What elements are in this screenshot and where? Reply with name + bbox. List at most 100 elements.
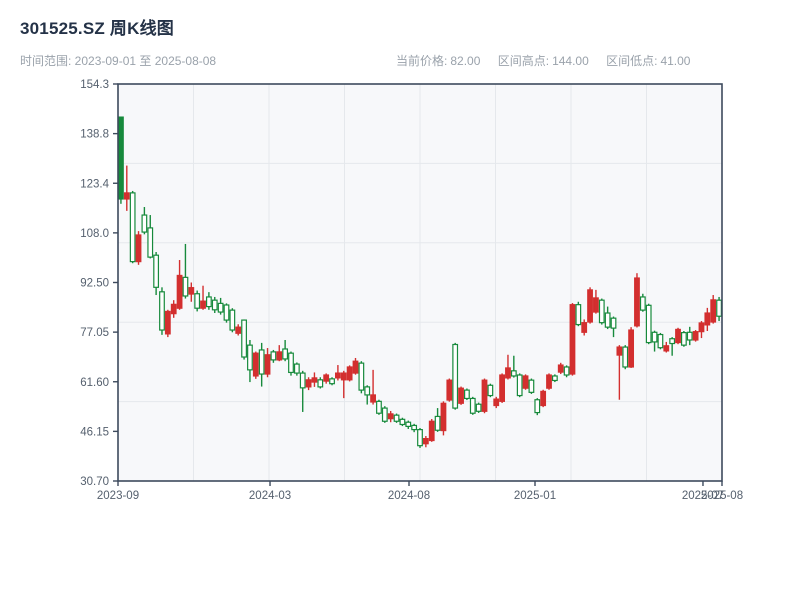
candle-body xyxy=(493,398,500,407)
date-range-label: 时间范围: 2023-09-01 至 2025-08-08 xyxy=(20,54,217,68)
candle-body xyxy=(710,299,717,323)
candle-body xyxy=(458,387,464,404)
candle-body xyxy=(393,414,400,422)
stat-range-high-label: 区间高点: xyxy=(497,54,550,68)
candle-body xyxy=(182,276,189,297)
candle-body xyxy=(686,331,693,341)
candle-body xyxy=(147,227,154,258)
candle-body xyxy=(352,360,359,374)
candle-body xyxy=(299,372,306,389)
candle-body xyxy=(446,379,453,401)
candle-body xyxy=(164,310,171,335)
candle-body xyxy=(475,403,482,412)
candle-body xyxy=(546,374,552,389)
candle-body xyxy=(434,415,441,431)
stat-range-high-value: 144.00 xyxy=(552,54,589,68)
stat-range-low-value: 41.00 xyxy=(660,54,691,68)
candle-body xyxy=(469,397,476,414)
candle-body xyxy=(217,302,224,313)
y-tick-label: 108.0 xyxy=(80,228,109,240)
candle-body xyxy=(399,418,406,426)
candle-body xyxy=(610,317,617,329)
candle-body xyxy=(358,362,365,391)
candle-body xyxy=(440,402,447,432)
candle-body xyxy=(129,192,136,263)
candle-body xyxy=(241,319,247,358)
candle-body xyxy=(370,394,376,403)
candle-body xyxy=(675,328,681,344)
x-tick-label: 2025-01 xyxy=(514,490,556,502)
page-title: 301525.SZ 周K线图 xyxy=(20,19,174,38)
candle-body xyxy=(505,367,511,379)
candle-body xyxy=(557,364,564,373)
candle-body xyxy=(258,349,265,375)
y-tick-label: 123.4 xyxy=(80,178,109,190)
x-tick-label: 2024-03 xyxy=(249,490,291,502)
y-tick-label: 138.8 xyxy=(80,129,109,141)
y-tick-label: 30.70 xyxy=(80,476,109,488)
candle-body xyxy=(563,366,570,376)
candle-body xyxy=(200,300,206,309)
candle-body xyxy=(516,374,523,397)
candle-body xyxy=(170,303,177,315)
candle-body xyxy=(141,214,148,233)
candle-body xyxy=(329,378,335,385)
candle-body xyxy=(522,375,529,389)
x-tick-label: 2025-08 xyxy=(701,490,743,502)
candle-body xyxy=(311,377,318,383)
candle-body xyxy=(211,299,218,311)
candle-body xyxy=(118,116,124,200)
x-tick-label: 2024-08 xyxy=(388,490,430,502)
candle-body xyxy=(205,296,212,308)
header-stats: 当前价格: 82.00 区间高点: 144.00 区间低点: 41.00 xyxy=(396,52,704,69)
y-tick-label: 92.50 xyxy=(80,278,109,290)
candle-body xyxy=(669,338,676,345)
candle-body xyxy=(288,352,294,374)
candle-body xyxy=(229,309,236,331)
candle-body xyxy=(340,372,347,381)
y-tick-label: 154.3 xyxy=(80,79,109,91)
candle-body xyxy=(593,297,599,313)
candle-body xyxy=(188,287,195,295)
stat-current-price-value: 82.00 xyxy=(450,54,481,68)
stat-range-high: 区间高点: 144.00 xyxy=(498,52,589,69)
candle-body xyxy=(235,326,242,334)
candle-body xyxy=(405,421,412,427)
candle-body xyxy=(417,429,423,447)
candle-body xyxy=(604,312,611,328)
candle-body xyxy=(499,374,505,402)
candle-body xyxy=(575,304,582,326)
candle-body xyxy=(282,348,289,360)
candle-body xyxy=(428,420,435,442)
candle-body xyxy=(645,304,652,344)
candle-body xyxy=(452,343,459,409)
candle-body xyxy=(159,291,165,331)
candle-body xyxy=(335,372,341,379)
candle-body xyxy=(598,299,605,324)
candle-body xyxy=(692,331,699,341)
candle-body xyxy=(364,386,371,396)
candle-body xyxy=(464,389,470,400)
candle-body xyxy=(317,379,324,388)
y-tick-label: 46.15 xyxy=(80,426,109,438)
candle-body xyxy=(639,296,646,311)
candle-body xyxy=(376,400,382,414)
candle-body xyxy=(540,390,547,407)
candle-body xyxy=(622,346,629,368)
candle-body xyxy=(551,375,558,382)
candle-body xyxy=(581,322,588,333)
candle-body xyxy=(704,312,711,326)
candle-body xyxy=(293,363,300,374)
candle-body xyxy=(381,407,388,422)
candle-body xyxy=(176,274,183,309)
candle-body xyxy=(680,332,687,346)
x-tick-label: 2025-07 xyxy=(682,490,724,502)
candle-body xyxy=(634,277,640,327)
candle-body xyxy=(487,384,494,397)
stat-current-price: 当前价格: 82.00 xyxy=(396,52,480,69)
candle-body xyxy=(422,438,429,445)
header-subrow: 时间范围: 2023-09-01 至 2025-08-08 当前价格: 82.00… xyxy=(0,52,800,68)
candle-body xyxy=(663,345,670,352)
